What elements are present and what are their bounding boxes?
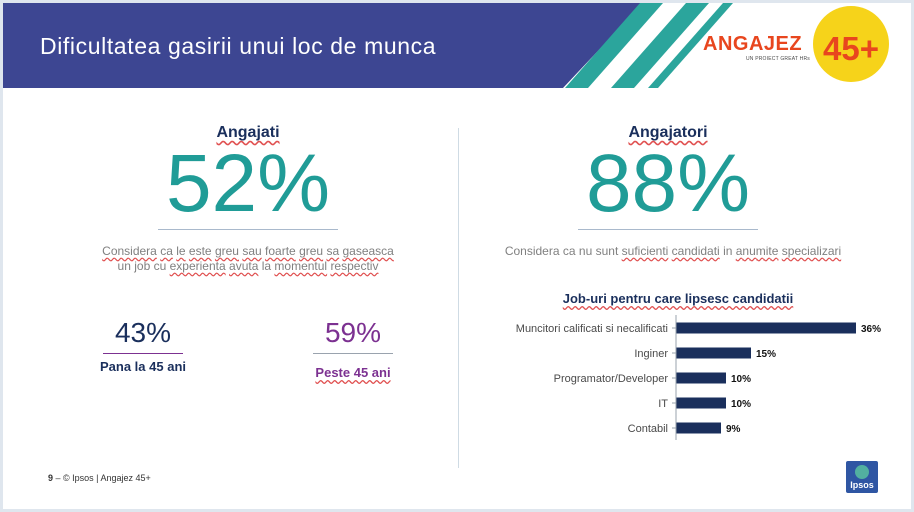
bar — [676, 347, 751, 359]
bar-value-label: 15% — [756, 349, 776, 360]
desc-word: Considera — [504, 244, 560, 258]
left-stat-underline — [158, 229, 338, 230]
desc-word: foarte — [265, 244, 296, 258]
sub-label-under-45: Pana la 45 ani — [100, 359, 186, 374]
bar-category-label: Muncitori calificati si necalificati — [516, 323, 668, 335]
desc-word: experienta — [169, 259, 226, 273]
bar — [676, 422, 721, 434]
desc-word: greu — [299, 244, 324, 258]
left-description: Considera ca le este greu sau foarte gre… — [73, 244, 423, 274]
footer: 9 – © Ipsos | Angajez 45+ — [48, 473, 151, 483]
slide: Dificultatea gasirii unui loc de munca A… — [3, 3, 911, 509]
desc-word: nu — [578, 244, 593, 258]
desc-word: in — [723, 244, 733, 258]
desc-word: Considera — [102, 244, 157, 258]
desc-word: sunt — [595, 244, 619, 258]
bar-category-label: Inginer — [634, 348, 668, 360]
sub-stat-over-45-line — [313, 353, 393, 354]
desc-word: ca — [562, 244, 576, 258]
bar-value-label: 36% — [861, 324, 881, 335]
bar-category-label: Programator/Developer — [554, 373, 669, 385]
desc-word: suficienti — [621, 244, 669, 258]
sub-label-over-45: Peste 45 ani — [315, 365, 391, 380]
desc-word: un — [117, 259, 131, 273]
page-title: Dificultatea gasirii unui loc de munca — [40, 33, 437, 59]
chart-title: Job-uri pentru care lipsesc candidatii — [562, 291, 794, 306]
desc-word: respectiv — [330, 259, 379, 273]
left-big-stat: 52% — [165, 138, 331, 229]
header-stripe-3 — [648, 3, 733, 88]
right-big-stat: 88% — [585, 138, 751, 229]
header-stripe-2 — [611, 3, 709, 88]
desc-word: greu — [214, 244, 239, 258]
ipsos-logo: Ipsos — [846, 461, 878, 493]
ipsos-logo-dot — [855, 465, 869, 479]
sub-stat-under-45-line — [103, 353, 183, 354]
right-description: Considera ca nu sunt suficienti candidat… — [473, 244, 873, 259]
page-number: 9 — [48, 473, 54, 483]
header-stripe-1 — [565, 3, 663, 88]
bar-value-label: 10% — [731, 374, 751, 385]
right-stat-underline — [578, 229, 758, 230]
desc-word: specializari — [781, 244, 842, 258]
bar-category-label: IT — [658, 398, 668, 410]
sub-stat-under-45: 43% — [114, 317, 172, 348]
desc-word: le — [176, 244, 186, 258]
desc-word: este — [188, 244, 212, 258]
desc-word: la — [261, 259, 272, 273]
desc-word: sa — [326, 244, 340, 258]
desc-word: avuta — [229, 259, 259, 273]
left-description-line1: Considera ca le este greu sau foarte gre… — [73, 244, 423, 259]
logo-wordmark: ANGAJEZ — [703, 33, 803, 55]
ipsos-logo-text: Ipsos — [850, 480, 874, 490]
desc-word: sau — [242, 244, 262, 258]
bar — [676, 322, 856, 334]
desc-word: candidati — [671, 244, 720, 258]
desc-word: gaseasca — [342, 244, 394, 258]
bar-value-label: 9% — [726, 424, 741, 435]
bar-category-label: Contabil — [628, 423, 668, 435]
bar-value-label: 10% — [731, 399, 751, 410]
desc-word: anumite — [735, 244, 779, 258]
left-heading: Angajati — [216, 124, 280, 141]
bar — [676, 372, 726, 384]
logo-circle — [813, 6, 889, 82]
desc-word: cu — [153, 259, 167, 273]
right-heading: Angajatori — [628, 124, 708, 141]
column-divider — [458, 128, 459, 468]
desc-word: job — [134, 259, 151, 273]
left-description-line2: un job cu experienta avuta la momentul r… — [73, 259, 423, 274]
logo-number: 45+ — [823, 30, 879, 67]
sub-stat-over-45: 59% — [324, 317, 382, 348]
bar — [676, 397, 726, 409]
footer-text: – © Ipsos | Angajez 45+ — [55, 473, 151, 483]
jobs-bar-chart: Muncitori calificati si necalificati 36% I… — [516, 315, 881, 440]
desc-word: ca — [160, 244, 173, 258]
logo-tagline: UN PROIECT GREAT HRs — [746, 56, 811, 62]
desc-word: momentul — [274, 259, 328, 273]
